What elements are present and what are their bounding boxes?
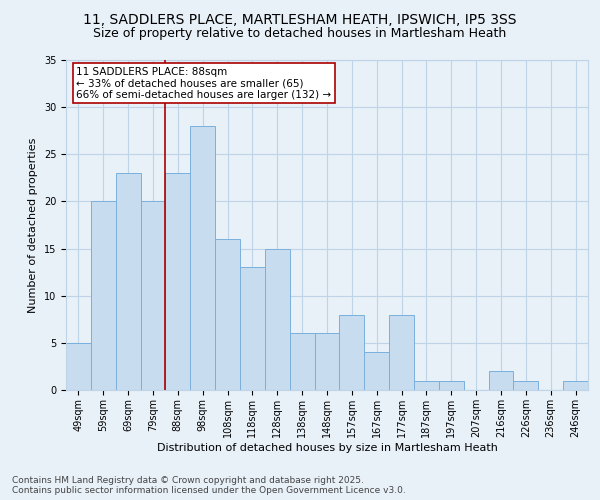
Bar (314, 334, 340, 390)
Text: Contains HM Land Registry data © Crown copyright and database right 2025.
Contai: Contains HM Land Registry data © Crown c… (12, 476, 406, 495)
Bar (240, 268, 265, 390)
Text: 11 SADDLERS PLACE: 88sqm
← 33% of detached houses are smaller (65)
66% of semi-d: 11 SADDLERS PLACE: 88sqm ← 33% of detach… (76, 66, 332, 100)
Text: Size of property relative to detached houses in Martlesham Heath: Size of property relative to detached ho… (94, 28, 506, 40)
Bar (166, 173, 190, 390)
Bar (439, 380, 464, 390)
Bar (340, 314, 364, 390)
Bar (389, 314, 414, 390)
Bar (140, 202, 166, 390)
Bar (290, 334, 314, 390)
Bar (190, 126, 215, 390)
Bar (116, 173, 140, 390)
Text: 11, SADDLERS PLACE, MARTLESHAM HEATH, IPSWICH, IP5 3SS: 11, SADDLERS PLACE, MARTLESHAM HEATH, IP… (83, 12, 517, 26)
Bar (265, 248, 290, 390)
Bar (514, 380, 538, 390)
Bar (364, 352, 389, 390)
Bar (91, 202, 116, 390)
Bar (215, 239, 240, 390)
Y-axis label: Number of detached properties: Number of detached properties (28, 138, 38, 312)
Bar (488, 371, 514, 390)
Bar (563, 380, 588, 390)
Bar (414, 380, 439, 390)
X-axis label: Distribution of detached houses by size in Martlesham Heath: Distribution of detached houses by size … (157, 442, 497, 452)
Bar (66, 343, 91, 390)
